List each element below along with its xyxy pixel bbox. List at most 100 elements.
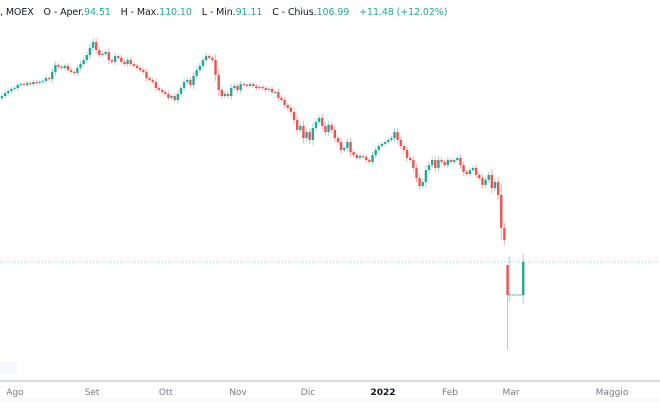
candle <box>233 83 236 91</box>
candle-body <box>277 92 280 98</box>
candle-body <box>327 124 330 133</box>
candle-body <box>19 84 23 86</box>
candle <box>236 83 239 93</box>
candle <box>424 164 428 188</box>
candle <box>98 46 101 59</box>
open-label: O - Aper. <box>43 7 85 18</box>
candle <box>261 85 264 90</box>
candle <box>41 79 45 84</box>
candle-body <box>421 182 424 186</box>
candle-body <box>468 170 472 175</box>
candle <box>179 84 183 98</box>
time-axis[interactable]: Ago Set Ott Nov Dic 2022 Feb Mar Maggio <box>6 388 629 398</box>
candle-body <box>239 84 242 90</box>
candle <box>522 253 525 304</box>
candle <box>95 38 98 54</box>
candle <box>63 63 66 71</box>
candle <box>343 145 346 153</box>
candle <box>160 87 164 95</box>
candle-body <box>283 100 286 106</box>
candle <box>204 53 208 63</box>
candle <box>135 63 139 71</box>
open-value: 94.51 <box>84 7 111 18</box>
candle-body <box>302 125 305 139</box>
candle <box>506 265 509 350</box>
candle <box>314 118 318 132</box>
candle-body <box>405 150 409 158</box>
candle <box>113 52 117 66</box>
candle <box>85 51 88 64</box>
candle-body <box>443 161 446 166</box>
candle-body <box>355 155 359 158</box>
candle <box>76 64 79 77</box>
candle-body <box>236 85 239 90</box>
candle-body <box>245 84 249 86</box>
candle-body <box>195 70 198 76</box>
symbol-label: , MOEX <box>0 7 34 18</box>
candle-body <box>424 170 428 183</box>
candle-body <box>214 60 217 75</box>
candle <box>10 86 13 94</box>
candle <box>421 179 424 189</box>
candle <box>120 55 123 65</box>
time-axis-tick-label: Ago <box>6 388 24 398</box>
candle <box>273 90 277 94</box>
candle <box>503 222 506 246</box>
candle-body <box>383 142 387 144</box>
candle-body <box>368 160 371 162</box>
close-label: C - Chius. <box>272 7 317 18</box>
candle <box>305 128 308 142</box>
candle-body <box>399 139 402 147</box>
candle <box>365 154 368 163</box>
candle <box>402 143 406 153</box>
candle-body <box>41 80 45 83</box>
candle-body <box>101 53 104 56</box>
candle-body <box>192 75 195 85</box>
candle <box>390 135 393 143</box>
candle-body <box>157 88 161 90</box>
candle <box>270 86 274 95</box>
candle <box>73 70 76 75</box>
time-axis-tick-label: Dic <box>301 388 315 398</box>
candle <box>412 156 415 172</box>
candle-body <box>261 87 264 89</box>
candle-body <box>82 60 85 65</box>
candle-body <box>484 179 487 185</box>
candle <box>142 67 145 75</box>
candle <box>16 82 19 91</box>
candle-body <box>179 88 183 94</box>
candle <box>208 53 211 61</box>
candle-body <box>396 132 399 140</box>
candle <box>35 80 38 85</box>
candle <box>44 75 48 84</box>
candle-body <box>126 60 129 65</box>
candle-body <box>252 84 255 86</box>
candle <box>104 49 107 57</box>
candle-body <box>487 174 490 180</box>
candle-body <box>459 157 462 166</box>
candle-body <box>116 56 120 58</box>
candle <box>465 169 468 177</box>
candle <box>409 155 412 163</box>
candle <box>449 157 453 165</box>
candle-body <box>226 93 230 97</box>
candle-body <box>138 67 142 71</box>
candle-body <box>25 83 29 85</box>
candle <box>214 54 217 81</box>
candle-body <box>186 79 189 83</box>
high-value: 110.10 <box>159 7 192 18</box>
candle <box>324 122 327 136</box>
low-value: 91.11 <box>235 7 263 18</box>
candle <box>22 82 26 87</box>
candle <box>167 91 170 101</box>
time-axis-tick-label: Ott <box>159 388 174 398</box>
candle-body <box>377 146 380 150</box>
candle-body <box>258 87 261 89</box>
candle-body <box>481 178 484 185</box>
candle-body <box>449 160 453 162</box>
candle-body <box>317 117 321 122</box>
candle-body <box>38 82 41 84</box>
candle <box>226 91 230 99</box>
candle <box>252 81 255 89</box>
